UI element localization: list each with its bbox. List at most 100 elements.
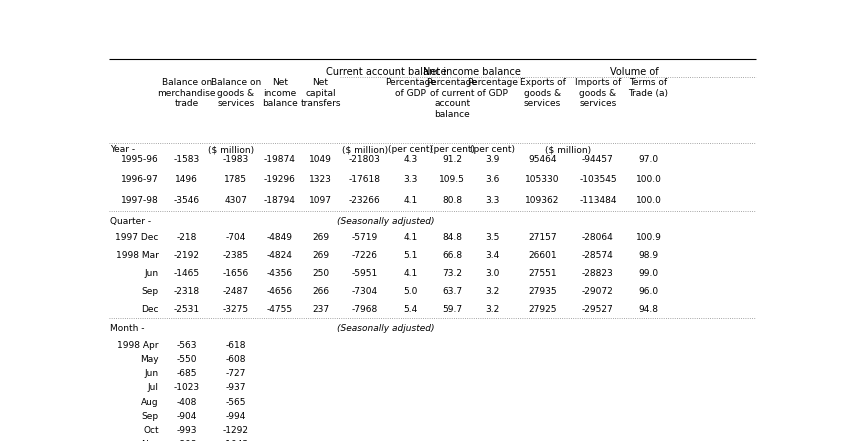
Text: 5.4: 5.4 bbox=[403, 305, 418, 314]
Text: Volume of: Volume of bbox=[610, 67, 659, 77]
Text: -4356: -4356 bbox=[267, 269, 293, 278]
Text: Net income balance: Net income balance bbox=[424, 67, 521, 77]
Text: 27551: 27551 bbox=[528, 269, 557, 278]
Text: -18794: -18794 bbox=[264, 195, 296, 205]
Text: -28064: -28064 bbox=[582, 233, 614, 242]
Text: Dec: Dec bbox=[141, 305, 159, 314]
Text: -94457: -94457 bbox=[582, 155, 614, 164]
Text: -1983: -1983 bbox=[222, 155, 249, 164]
Text: -2385: -2385 bbox=[222, 251, 249, 260]
Text: -993: -993 bbox=[177, 426, 197, 435]
Text: Oct: Oct bbox=[143, 426, 159, 435]
Text: Percentage
of current
account
balance: Percentage of current account balance bbox=[427, 78, 477, 119]
Text: -904: -904 bbox=[177, 412, 197, 421]
Text: (per cent): (per cent) bbox=[471, 145, 515, 154]
Text: 105330: 105330 bbox=[525, 175, 560, 184]
Text: -2531: -2531 bbox=[173, 305, 200, 314]
Text: -28574: -28574 bbox=[582, 251, 614, 260]
Text: (Seasonally adjusted): (Seasonally adjusted) bbox=[337, 217, 434, 226]
Text: Sep: Sep bbox=[141, 412, 159, 421]
Text: -1023: -1023 bbox=[173, 383, 200, 392]
Text: -563: -563 bbox=[177, 340, 197, 350]
Text: -19296: -19296 bbox=[264, 175, 296, 184]
Text: 109.5: 109.5 bbox=[440, 175, 465, 184]
Text: -727: -727 bbox=[226, 369, 246, 378]
Text: May: May bbox=[140, 355, 159, 364]
Text: Jun: Jun bbox=[145, 369, 159, 378]
Text: -7304: -7304 bbox=[352, 287, 378, 296]
Text: -4849: -4849 bbox=[267, 233, 293, 242]
Text: ($ million): ($ million) bbox=[208, 145, 254, 154]
Text: 5.1: 5.1 bbox=[403, 251, 418, 260]
Text: 63.7: 63.7 bbox=[442, 287, 462, 296]
Text: 27935: 27935 bbox=[528, 287, 557, 296]
Text: (Seasonally adjusted): (Seasonally adjusted) bbox=[337, 324, 434, 333]
Text: Balance on
merchandise
trade: Balance on merchandise trade bbox=[157, 78, 216, 108]
Text: 3.0: 3.0 bbox=[486, 269, 500, 278]
Text: 98.9: 98.9 bbox=[638, 251, 658, 260]
Text: Aug: Aug bbox=[141, 398, 159, 407]
Text: Current account balance: Current account balance bbox=[326, 67, 446, 77]
Text: 27925: 27925 bbox=[528, 305, 557, 314]
Text: -28823: -28823 bbox=[582, 269, 614, 278]
Text: Exports of
goods &
services: Exports of goods & services bbox=[520, 78, 565, 108]
Text: 4.1: 4.1 bbox=[403, 233, 418, 242]
Text: 1998 Mar: 1998 Mar bbox=[116, 251, 159, 260]
Text: 3.3: 3.3 bbox=[486, 195, 500, 205]
Text: Percentage
of GDP: Percentage of GDP bbox=[385, 78, 436, 98]
Text: 109362: 109362 bbox=[525, 195, 560, 205]
Text: 3.5: 3.5 bbox=[486, 233, 500, 242]
Text: -4656: -4656 bbox=[267, 287, 293, 296]
Text: Month -: Month - bbox=[109, 324, 144, 333]
Text: 27157: 27157 bbox=[528, 233, 557, 242]
Text: 95464: 95464 bbox=[528, 155, 557, 164]
Text: -3275: -3275 bbox=[222, 305, 249, 314]
Text: -994: -994 bbox=[226, 412, 246, 421]
Text: 5.0: 5.0 bbox=[403, 287, 418, 296]
Text: -2318: -2318 bbox=[173, 287, 200, 296]
Text: 3.4: 3.4 bbox=[486, 251, 500, 260]
Text: 4.1: 4.1 bbox=[403, 195, 418, 205]
Text: 1785: 1785 bbox=[224, 175, 248, 184]
Text: Balance on
goods &
services: Balance on goods & services bbox=[210, 78, 261, 108]
Text: 99.0: 99.0 bbox=[638, 269, 658, 278]
Text: 84.8: 84.8 bbox=[442, 233, 462, 242]
Text: -618: -618 bbox=[226, 340, 246, 350]
Text: -4824: -4824 bbox=[267, 251, 293, 260]
Text: 269: 269 bbox=[312, 233, 329, 242]
Text: Percentage
of GDP: Percentage of GDP bbox=[467, 78, 519, 98]
Text: (per cent): (per cent) bbox=[388, 145, 433, 154]
Text: -29527: -29527 bbox=[582, 305, 614, 314]
Text: -565: -565 bbox=[226, 398, 246, 407]
Text: 73.2: 73.2 bbox=[442, 269, 462, 278]
Text: 4307: 4307 bbox=[224, 195, 248, 205]
Text: 1097: 1097 bbox=[309, 195, 332, 205]
Text: 1997-98: 1997-98 bbox=[121, 195, 159, 205]
Text: 250: 250 bbox=[312, 269, 329, 278]
Text: -113484: -113484 bbox=[579, 195, 616, 205]
Text: 4.3: 4.3 bbox=[403, 155, 418, 164]
Text: -5719: -5719 bbox=[351, 233, 378, 242]
Text: ($ million): ($ million) bbox=[546, 145, 592, 154]
Text: -937: -937 bbox=[226, 383, 246, 392]
Text: 3.2: 3.2 bbox=[486, 305, 500, 314]
Text: -23266: -23266 bbox=[349, 195, 381, 205]
Text: 3.2: 3.2 bbox=[486, 287, 500, 296]
Text: 3.6: 3.6 bbox=[486, 175, 500, 184]
Text: -5951: -5951 bbox=[351, 269, 378, 278]
Text: -2487: -2487 bbox=[223, 287, 248, 296]
Text: -29072: -29072 bbox=[582, 287, 614, 296]
Text: -1583: -1583 bbox=[173, 155, 200, 164]
Text: -7968: -7968 bbox=[351, 305, 378, 314]
Text: 4.1: 4.1 bbox=[403, 269, 418, 278]
Text: 3.9: 3.9 bbox=[486, 155, 500, 164]
Text: 26601: 26601 bbox=[528, 251, 557, 260]
Text: Jul: Jul bbox=[147, 383, 159, 392]
Text: -21803: -21803 bbox=[349, 155, 381, 164]
Text: 100.0: 100.0 bbox=[636, 195, 662, 205]
Text: Jun: Jun bbox=[145, 269, 159, 278]
Text: 100.0: 100.0 bbox=[636, 175, 662, 184]
Text: 59.7: 59.7 bbox=[442, 305, 462, 314]
Text: ($ million): ($ million) bbox=[342, 145, 387, 154]
Text: 237: 237 bbox=[312, 305, 329, 314]
